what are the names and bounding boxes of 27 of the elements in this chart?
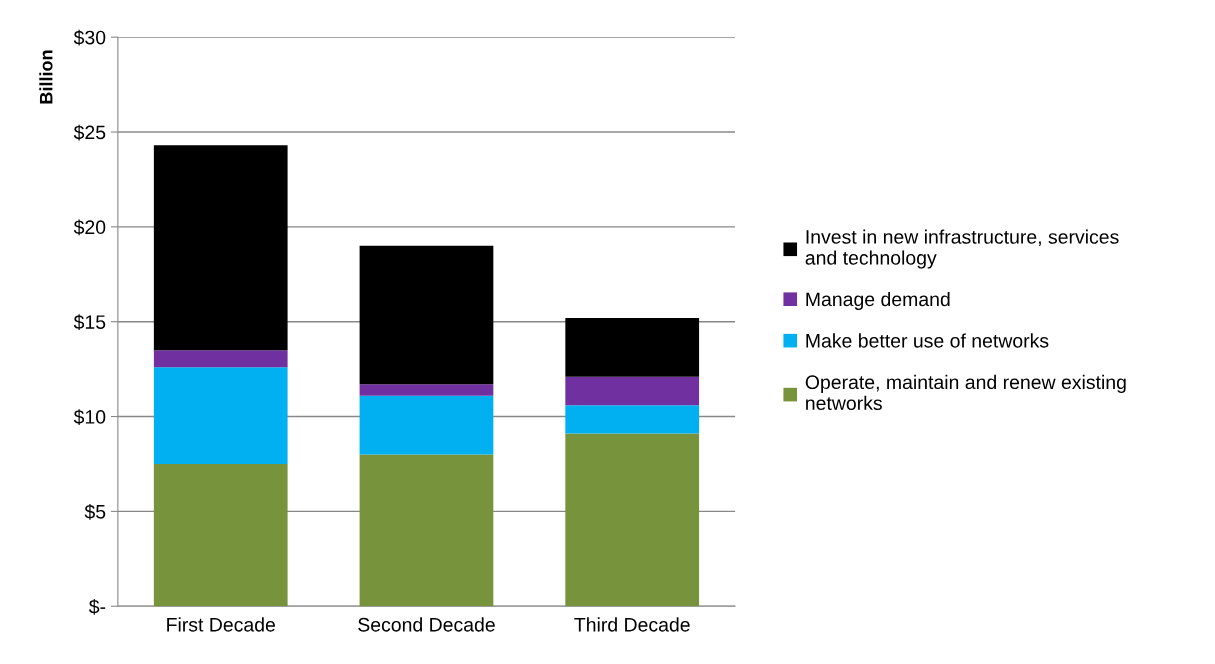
- bar: [359, 384, 494, 396]
- bar: [565, 405, 700, 434]
- legend-label: Manage demand: [806, 291, 950, 311]
- y-tick-label: $25: [73, 124, 106, 141]
- bar: [565, 317, 700, 377]
- y-tick-label: $10: [73, 409, 106, 425]
- y-tick-label: $30: [73, 29, 106, 46]
- y-tick-label: $-: [88, 598, 106, 615]
- bar: [359, 245, 494, 385]
- y-tick-label: $5: [84, 504, 106, 520]
- legend-label: Operate, maintain and renew existing networks: [805, 374, 1126, 411]
- x-tick-label: Third Decade: [574, 617, 690, 632]
- y-tick-label: $20: [73, 219, 106, 236]
- y-tick-label: $15: [73, 314, 106, 331]
- bar: [565, 433, 700, 607]
- legend-label: Invest in new infrastructure, services and technology: [805, 229, 1119, 269]
- bar: [153, 463, 288, 607]
- bar: [153, 145, 288, 351]
- bar: [565, 376, 700, 406]
- bar: [359, 395, 494, 455]
- x-tick-label: Second Decade: [358, 617, 495, 632]
- bar: [153, 367, 288, 464]
- bar: [359, 454, 494, 607]
- legend-label: Make better use of networks: [806, 333, 1049, 348]
- bar: [153, 350, 288, 368]
- y-axis-title: Billion: [39, 50, 53, 104]
- x-tick-label: First Decade: [167, 617, 275, 632]
